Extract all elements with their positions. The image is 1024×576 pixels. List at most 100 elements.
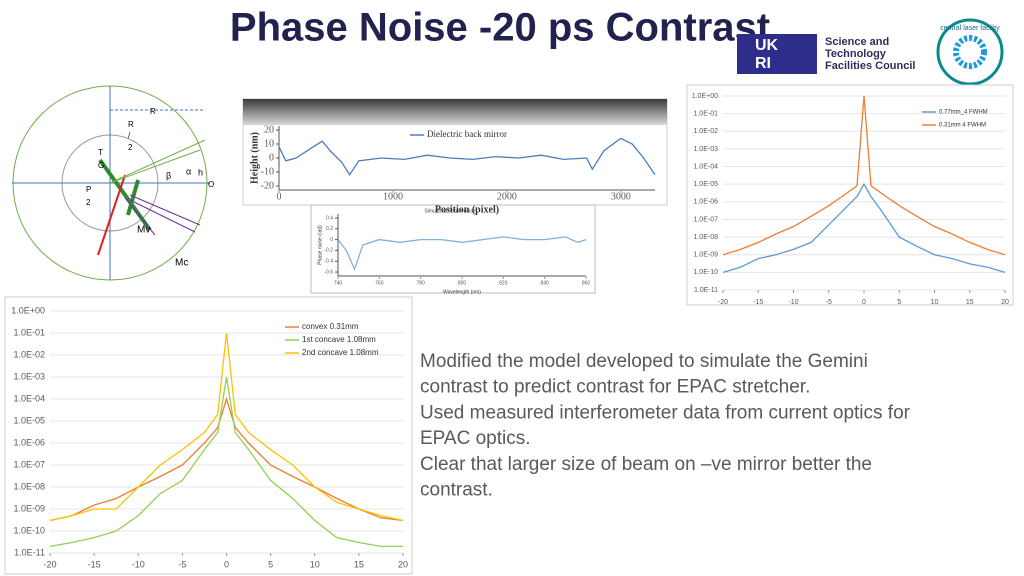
series-line bbox=[722, 182, 1006, 274]
x-tick-label: 820 bbox=[499, 280, 508, 286]
x-tick-label: 20 bbox=[398, 559, 408, 569]
x-tick-label: 0 bbox=[277, 191, 282, 202]
y-tick-label: 1.0E-11 bbox=[14, 547, 45, 557]
y-tick-label: 1.0E-02 bbox=[693, 128, 718, 135]
y-tick-label: 1.0E-10 bbox=[693, 269, 718, 276]
legend-label: 1st concave 1.08mm bbox=[302, 335, 376, 344]
x-tick-label: 15 bbox=[354, 559, 364, 569]
x-tick-label: 3000 bbox=[611, 191, 631, 202]
x-tick-label: 10 bbox=[310, 559, 320, 569]
clf-logo: central laser facility bbox=[936, 18, 1004, 86]
y-tick-label: 0 bbox=[269, 152, 274, 163]
y-tick-label: 0.2 bbox=[326, 226, 333, 232]
legend-label: convex 0.31mm bbox=[302, 322, 359, 331]
series-line bbox=[337, 236, 587, 272]
y-tick-label: 1.0E-01 bbox=[693, 110, 718, 117]
ray-line bbox=[124, 197, 156, 236]
y-tick-label: 0 bbox=[330, 237, 333, 243]
ray-line bbox=[129, 199, 196, 233]
y-tick-label: 1.0E-05 bbox=[13, 415, 45, 425]
x-tick-label: 5 bbox=[268, 559, 273, 569]
x-tick-label: 5 bbox=[897, 299, 901, 306]
diagram-label: O bbox=[208, 180, 214, 189]
body-line: contrast to predict contrast for EPAC st… bbox=[420, 377, 810, 398]
ray-line bbox=[109, 149, 201, 184]
y-tick-label: -10 bbox=[261, 166, 274, 177]
phase-panel bbox=[310, 204, 596, 294]
x-tick-label: -10 bbox=[788, 299, 798, 306]
diagram-label: α bbox=[186, 166, 191, 176]
diagram-label: P bbox=[86, 185, 91, 194]
y-tick-label: 1.0E-06 bbox=[693, 199, 718, 206]
x-tick-label: -10 bbox=[132, 559, 145, 569]
clf-sun bbox=[953, 35, 987, 69]
ukri-text: RI bbox=[755, 55, 771, 72]
y-tick-label: 0.4 bbox=[326, 215, 333, 221]
x-tick-label: 740 bbox=[334, 280, 343, 286]
diagram-label: / bbox=[128, 131, 131, 140]
chart: 1.0E+00 1.0E-01 1.0E-02 1.0E-03 1.0E-04 1.0E-… bbox=[692, 93, 1009, 306]
x-tick-label: 20 bbox=[1001, 299, 1009, 306]
stfc-text: Facilities Council bbox=[825, 60, 915, 72]
y-tick-label: 10 bbox=[264, 138, 274, 149]
chart-title: Simulated Phase noise bbox=[424, 208, 475, 214]
diagram-label: Mv bbox=[137, 225, 150, 236]
y-tick-label: 1.0E-08 bbox=[13, 481, 45, 491]
x-tick-label: 840 bbox=[540, 280, 549, 286]
series-line bbox=[49, 332, 404, 522]
y-tick-label: -20 bbox=[261, 180, 274, 191]
x-tick-label: 0 bbox=[224, 559, 229, 569]
x-tick-label: -15 bbox=[753, 299, 763, 306]
stfc-text: Technology bbox=[825, 48, 887, 60]
body-line: Used measured interferometer data from c… bbox=[420, 402, 911, 423]
x-tick-label: 1000 bbox=[383, 191, 403, 202]
diagram-label: R bbox=[150, 107, 156, 116]
series-line bbox=[722, 95, 1006, 256]
diagram-label: 2 bbox=[128, 143, 133, 152]
y-tick-label: 1.0E-08 bbox=[693, 234, 718, 241]
mirror-line bbox=[126, 179, 140, 216]
contrast-panel-top bbox=[686, 84, 1014, 306]
y-tick-label: 1.0E-03 bbox=[693, 146, 718, 153]
diagram-label: G bbox=[98, 161, 104, 170]
y-tick-label: 1.0E-04 bbox=[13, 393, 45, 403]
legend-label: 0.31mm 4 FWHM bbox=[939, 123, 986, 129]
ukri-logo: UK RI Science and Technology Facilities … bbox=[737, 34, 915, 74]
x-tick-label: 860 bbox=[582, 280, 591, 286]
body-line: EPAC optics. bbox=[420, 428, 531, 449]
diagram-label: h bbox=[198, 167, 203, 177]
y-tick-label: 1.0E-07 bbox=[693, 216, 718, 223]
y-tick-label: 1.0E-05 bbox=[693, 181, 718, 188]
body-line: Modified the model developed to simulate… bbox=[420, 351, 868, 372]
x-tick-label: 2000 bbox=[497, 191, 517, 202]
y-tick-label: 1.0E+00 bbox=[692, 93, 718, 100]
y-tick-label: 1.0E-01 bbox=[13, 327, 45, 337]
x-tick-label: -15 bbox=[88, 559, 101, 569]
y-tick-label: 1.0E-10 bbox=[13, 525, 45, 535]
x-tick-label: -20 bbox=[43, 559, 56, 569]
slide-title: Phase Noise -20 ps Contrast bbox=[230, 6, 770, 50]
ray-line bbox=[97, 174, 126, 256]
x-tick-label: -20 bbox=[718, 299, 728, 306]
x-tick-label: 780 bbox=[416, 280, 425, 286]
y-tick-label: 1.0E-09 bbox=[693, 252, 718, 259]
y-tick-label: -0.6 bbox=[324, 269, 333, 275]
diagram-label: T bbox=[98, 148, 103, 157]
geometry-diagram: R R / 2 T G P 2 O Mv Mc β α h bbox=[12, 85, 214, 281]
chart: 1.0E+00 1.0E-01 1.0E-02 1.0E-03 1.0E-04 1.0E-… bbox=[11, 305, 408, 569]
x-tick-label: 10 bbox=[931, 299, 939, 306]
y-tick-label: -0.4 bbox=[324, 259, 333, 265]
ukri-block bbox=[737, 34, 817, 74]
ukri-text: UK bbox=[755, 37, 779, 54]
x-tick-label: -5 bbox=[826, 299, 832, 306]
body-text: Modified the model developed to simulate… bbox=[420, 351, 911, 501]
x-tick-label: 15 bbox=[966, 299, 974, 306]
x-tick-label: 760 bbox=[375, 280, 384, 286]
x-tick-label: 0 bbox=[862, 299, 866, 306]
contrast-panel-bottom bbox=[4, 296, 413, 575]
y-tick-label: 1.0E-09 bbox=[13, 503, 45, 513]
ray-line bbox=[129, 194, 201, 226]
y-tick-label: 1.0E-03 bbox=[13, 371, 45, 381]
